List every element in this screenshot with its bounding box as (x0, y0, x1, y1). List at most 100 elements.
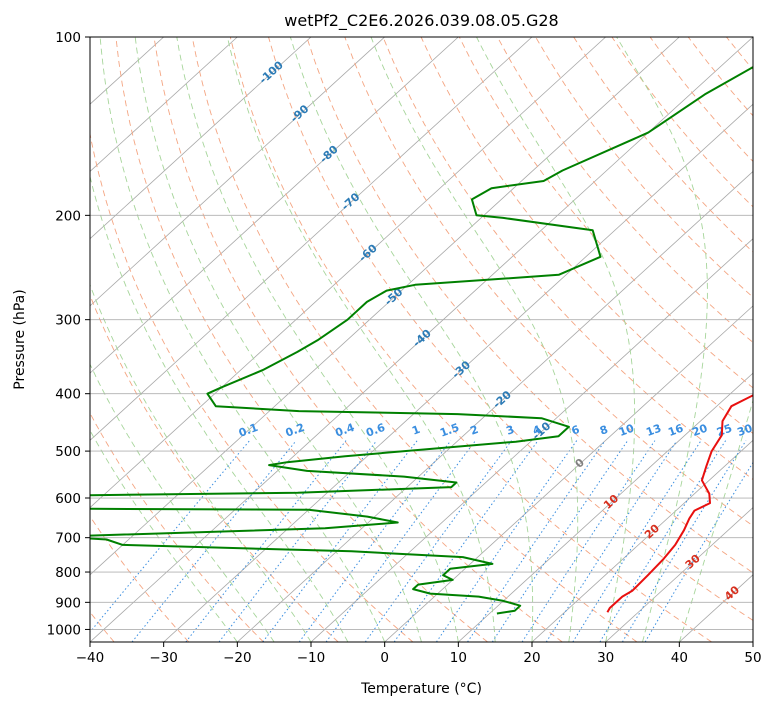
dry-adiabat-line (268, 37, 753, 621)
x-tick-label: 40 (671, 650, 688, 666)
mixing-ratio-line (90, 440, 250, 633)
x-tick-label: −40 (76, 650, 105, 666)
y-axis-label: Pressure (hPa) (12, 289, 28, 389)
moist-adiabat-line (678, 398, 753, 642)
dry-adiabat-line (306, 37, 753, 574)
mixing-ratio-label: 25 (715, 422, 734, 439)
mixing-ratio-line (364, 440, 512, 642)
isotherm-line (458, 372, 753, 642)
mixing-ratio-label: 20 (690, 421, 709, 439)
isotherm-line (531, 439, 753, 642)
x-tick-label: 20 (523, 650, 540, 666)
isotherm-line (90, 37, 312, 240)
y-tick-label: 500 (55, 444, 81, 460)
isotherm-line (90, 37, 533, 441)
isotherm-line (90, 37, 459, 374)
moist-adiabat-line (226, 37, 496, 642)
pressure-gridlines (90, 37, 753, 630)
mixing-ratio-label: 8 (598, 423, 610, 438)
x-axis-ticks: −40 −30 −20 −10 0 10 20 30 40 50 (76, 642, 762, 666)
y-tick-label: 700 (55, 531, 81, 547)
mixing-ratio-label: 6 (570, 423, 582, 438)
mixing-ratio-line (599, 440, 727, 642)
y-tick-label: 800 (55, 565, 81, 581)
mixing-ratio-line (572, 440, 702, 642)
dry-adiabat-line (382, 37, 753, 481)
mixing-ratio-label: 30 (735, 421, 754, 439)
x-tick-label: 10 (450, 650, 467, 666)
y-tick-label: 100 (55, 30, 81, 46)
moist-adiabat-line (90, 174, 349, 642)
x-axis-label: Temperature (°C) (360, 681, 482, 697)
mixing-ratio-label: 16 (666, 421, 685, 439)
x-tick-label: 30 (597, 650, 614, 666)
mixing-ratio-label: 0.6 (364, 421, 387, 440)
isotherm-line (90, 37, 606, 509)
isotherm-line (163, 103, 753, 642)
isotherm-line (605, 507, 753, 642)
mixing-ratio-label: 1.5 (438, 421, 461, 440)
x-tick-label: 0 (380, 650, 389, 666)
dry-adiabat-line (90, 515, 190, 642)
mixing-ratio-label: 4 (531, 423, 543, 438)
y-tick-label: 300 (55, 313, 81, 329)
dry-adiabat-line (497, 37, 753, 344)
mixing-ratio-label: 0.2 (284, 421, 307, 440)
y-tick-label: 200 (55, 208, 81, 224)
dry-adiabat-line (153, 37, 563, 642)
moist-adiabat-line (90, 429, 238, 642)
mixing-ratio-label: 10 (617, 421, 636, 439)
isotherm-line (90, 37, 238, 172)
mixing-ratio-label: 2 (468, 423, 480, 438)
moist-adiabat-line (90, 283, 312, 642)
x-tick-label: −30 (149, 650, 178, 666)
moist-adiabat-line (134, 37, 422, 642)
mixing-ratio-line (545, 440, 678, 642)
moist-adiabat-line (90, 363, 275, 642)
background-lines (90, 37, 753, 642)
y-tick-label: 1000 (47, 622, 81, 638)
isotherm-line (310, 238, 753, 642)
mixing-ratio-label: 13 (644, 422, 663, 439)
y-tick-label: 600 (55, 491, 81, 507)
isotherm-line (90, 37, 385, 307)
isotherm-line (237, 170, 753, 642)
mixing-ratio-line (491, 440, 629, 642)
dry-adiabat-line (115, 37, 488, 642)
mixing-ratio-label: 3 (504, 423, 516, 438)
mixing-ratio-line (131, 440, 297, 642)
moist-adiabat-line (176, 37, 459, 642)
dry-adiabat-line (90, 131, 414, 642)
mixing-ratio-line (621, 440, 747, 642)
temperature-profile-line (606, 394, 753, 613)
mixing-ratio-label: 1 (410, 423, 422, 438)
dry-adiabat-line (344, 37, 753, 527)
dry-adiabat-line (229, 37, 712, 642)
mixing-ratio-label: 0.1 (237, 421, 260, 440)
x-tick-label: −10 (297, 650, 326, 666)
dry-adiabat-line (90, 412, 264, 642)
isotherm-line (90, 37, 680, 576)
moist-adiabat-line (370, 37, 579, 642)
mixing-ratio-label: 0.4 (333, 421, 356, 440)
mixing-ratio-line (644, 461, 753, 642)
mixing-ratio-line (218, 440, 378, 642)
moist-adiabat-line (289, 37, 534, 642)
profile-series (90, 66, 753, 615)
moist-adiabat-line (476, 37, 636, 642)
moist-adiabat-line (616, 37, 708, 642)
dry-adiabat-line (535, 37, 753, 298)
x-tick-label: −20 (223, 650, 252, 666)
chart-title: wetPf2_C2E6.2026.039.08.05.G28 (284, 11, 558, 31)
y-tick-label: 900 (55, 595, 81, 611)
isotherm-line (384, 305, 753, 642)
y-axis-ticks: 100 200 300 400 500 600 700 800 900 1000 (47, 30, 90, 638)
dewpoint-profile-line (90, 66, 753, 615)
plot-frame (89, 36, 754, 643)
y-tick-label: 400 (55, 387, 81, 403)
x-tick-label: 50 (744, 650, 761, 666)
mixing-ratio-line (521, 440, 656, 642)
moist-adiabat-line (99, 37, 386, 642)
mixing-ratio-line (435, 440, 578, 642)
